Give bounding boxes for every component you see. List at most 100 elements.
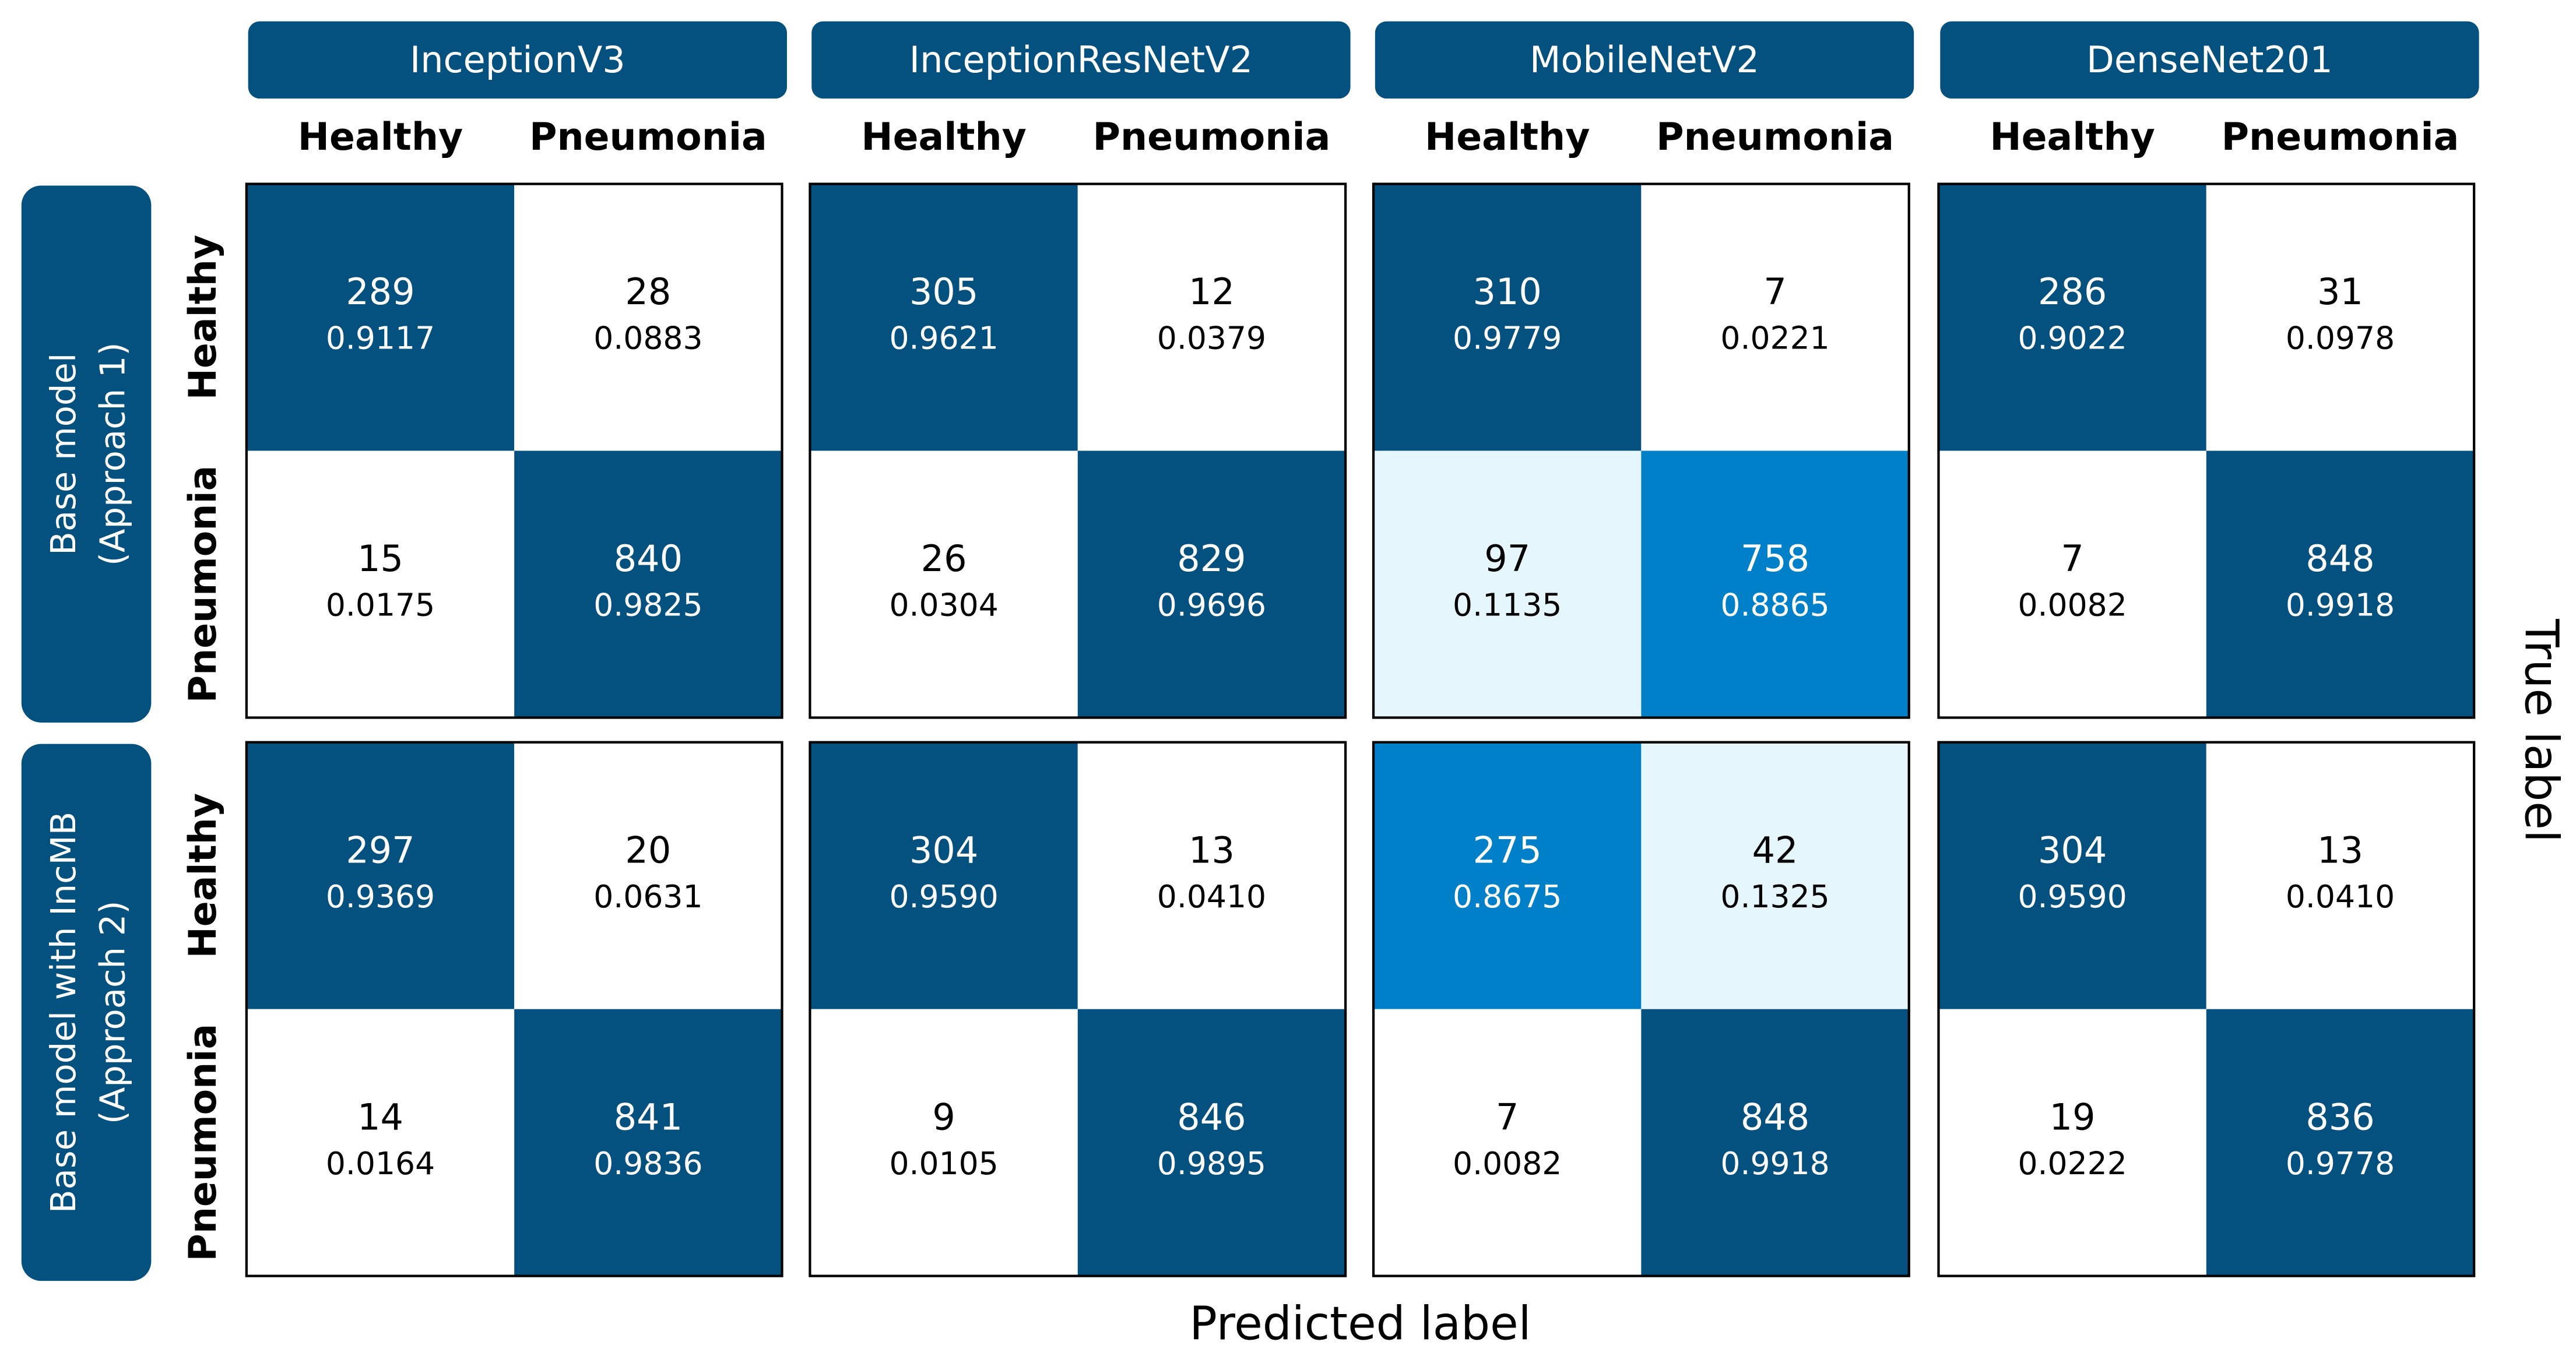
matrix-cell — [1077, 1009, 1346, 1276]
cell-count: 848 — [2306, 537, 2374, 580]
matrix-border — [1937, 182, 2476, 719]
cell-count: 97 — [1484, 537, 1530, 580]
matrix-cell — [1373, 742, 1642, 1009]
matrix-cell — [1641, 450, 1909, 718]
matrix-cell — [1641, 184, 1909, 451]
cell-count: 297 — [346, 829, 414, 871]
cell-proportion: 0.9022 — [2018, 320, 2127, 357]
cell-proportion: 0.0410 — [1157, 878, 1266, 915]
column-class-label: Healthy — [1990, 115, 2155, 159]
cell-count: 19 — [2050, 1096, 2096, 1138]
cell-count: 26 — [921, 537, 967, 580]
matrix-cell — [1938, 450, 2206, 718]
model-header-box — [248, 21, 787, 99]
matrix-cell — [810, 742, 1078, 1009]
cell-count: 42 — [1752, 829, 1798, 871]
column-class-label: Pneumonia — [1656, 115, 1894, 159]
cell-count: 12 — [1189, 270, 1235, 313]
cell-proportion: 0.0222 — [2018, 1145, 2127, 1182]
matrix-cell — [514, 1009, 782, 1276]
column-class-label: Pneumonia — [2222, 115, 2459, 159]
cell-count: 7 — [2061, 537, 2083, 580]
matrix-cell — [1077, 742, 1346, 1009]
y-axis-label: True label — [2515, 618, 2568, 842]
column-class-label: Healthy — [1425, 115, 1590, 159]
cell-proportion: 0.8865 — [1720, 587, 1829, 624]
model-header: MobileNetV2 — [1530, 38, 1759, 81]
cell-count: 758 — [1741, 537, 1809, 580]
cell-proportion: 0.9895 — [1157, 1145, 1266, 1182]
cell-count: 7 — [1496, 1096, 1519, 1138]
matrix-cell — [2206, 1009, 2475, 1276]
cell-proportion: 0.0164 — [326, 1145, 435, 1182]
column-class-label: Healthy — [298, 115, 463, 159]
approach-label: (Approach 2) — [93, 901, 133, 1125]
cell-proportion: 0.0883 — [593, 320, 702, 357]
matrix-cell — [246, 1009, 515, 1276]
matrix-cell — [1077, 450, 1346, 718]
cell-proportion: 0.9696 — [1157, 587, 1266, 624]
column-class-label: Pneumonia — [1093, 115, 1331, 159]
cell-proportion: 0.0082 — [2018, 587, 2127, 624]
cell-proportion: 0.0410 — [2286, 878, 2395, 915]
matrix-cell — [514, 742, 782, 1009]
cell-count: 20 — [625, 829, 671, 871]
approach-label: (Approach 1) — [93, 342, 133, 566]
model-header-box — [1375, 21, 1914, 99]
cell-count: 310 — [1473, 270, 1542, 313]
matrix-border — [1937, 741, 2476, 1277]
cell-proportion: 0.0105 — [889, 1145, 998, 1182]
model-header-box — [811, 21, 1351, 99]
cell-count: 13 — [1189, 829, 1235, 871]
column-class-label: Pneumonia — [529, 115, 767, 159]
approach-label: Base model with IncMB — [43, 812, 83, 1213]
matrix-cell — [2206, 450, 2475, 718]
cell-proportion: 0.0631 — [593, 878, 702, 915]
cell-count: 836 — [2306, 1096, 2374, 1138]
approach-label-box — [21, 185, 152, 723]
matrix-cell — [2206, 742, 2475, 1009]
cell-proportion: 0.0978 — [2286, 320, 2395, 357]
cell-count: 14 — [357, 1096, 403, 1138]
cell-proportion: 0.1325 — [1720, 878, 1829, 915]
matrix-cell — [1641, 742, 1909, 1009]
cell-proportion: 0.9590 — [889, 878, 998, 915]
matrix-cell — [810, 450, 1078, 718]
model-header: InceptionResNetV2 — [909, 38, 1253, 81]
matrix-cell — [1077, 184, 1346, 451]
matrix-cell — [246, 184, 515, 451]
cell-count: 840 — [614, 537, 683, 580]
matrix-cell — [1938, 184, 2206, 451]
matrix-cell — [1641, 1009, 1909, 1276]
cell-proportion: 0.9621 — [889, 320, 998, 357]
cell-count: 9 — [932, 1096, 955, 1138]
x-axis-label: Predicted label — [1189, 1297, 1531, 1350]
cell-proportion: 0.0175 — [326, 587, 435, 624]
cell-count: 304 — [909, 829, 978, 871]
cell-count: 28 — [625, 270, 671, 313]
cell-proportion: 0.0082 — [1453, 1145, 1562, 1182]
cell-count: 304 — [2038, 829, 2107, 871]
matrix-border — [245, 182, 783, 719]
cell-proportion: 0.9779 — [1453, 320, 1562, 357]
matrix-cell — [514, 184, 782, 451]
cell-proportion: 0.1135 — [1453, 587, 1562, 624]
matrix-cell — [810, 1009, 1078, 1276]
cell-count: 848 — [1741, 1096, 1809, 1138]
row-class-label: Healthy — [181, 235, 225, 400]
model-header: DenseNet201 — [2086, 38, 2333, 81]
cell-count: 13 — [2317, 829, 2363, 871]
cell-count: 305 — [909, 270, 978, 313]
cell-count: 15 — [357, 537, 403, 580]
matrix-border — [809, 741, 1347, 1277]
approach-label: Base model — [43, 353, 83, 555]
cell-proportion: 0.9590 — [2018, 878, 2127, 915]
matrix-cell — [810, 184, 1078, 451]
column-class-label: Healthy — [861, 115, 1026, 159]
cell-proportion: 0.9117 — [326, 320, 435, 357]
matrix-cell — [1373, 1009, 1642, 1276]
matrix-cell — [2206, 184, 2475, 451]
matrix-cell — [1938, 742, 2206, 1009]
row-class-label: Healthy — [181, 793, 225, 958]
cell-count: 829 — [1177, 537, 1246, 580]
